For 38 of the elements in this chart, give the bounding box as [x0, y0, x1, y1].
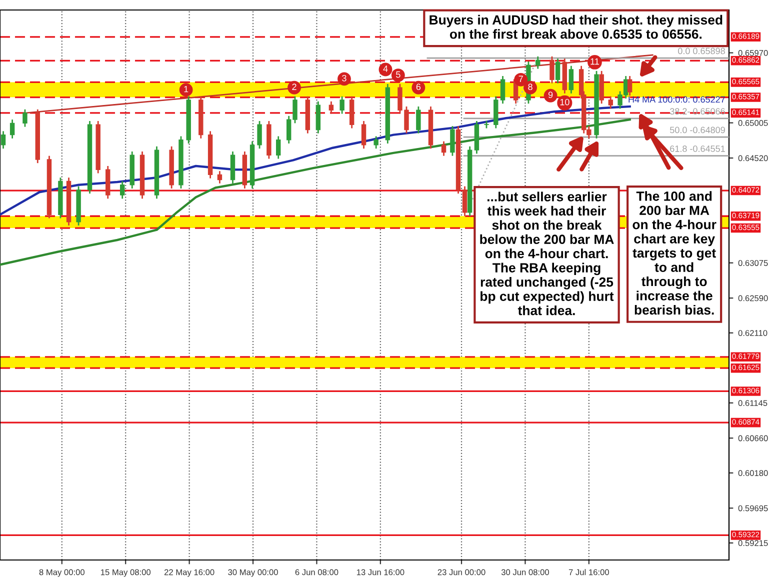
series-label: 61.8 -0.64551 — [670, 146, 725, 152]
y-tick-label: 0.65970 — [738, 50, 768, 56]
annotation: 11 — [590, 58, 599, 65]
y-tick-label: 0.61145 — [738, 400, 768, 406]
x-tick-label: 23 Jun 00:00 — [438, 569, 486, 576]
annotation: 10 — [560, 98, 570, 106]
text: The 100 and 200 bar MA on the 4-hour chart are key targets to get to and through to increase the bearish bias. — [632, 191, 716, 315]
series-label: H4 MA 100:0:0: 0.65227 — [628, 96, 725, 103]
x-tick-label: 30 Jun 08:00 — [501, 569, 549, 576]
y-tick-label: 0.59215 — [738, 540, 768, 546]
annotation: 4 — [383, 66, 388, 72]
annotation: 3 — [342, 74, 346, 82]
y-tick-label: 0.64520 — [738, 155, 768, 162]
x-tick-label: 6 Jun 08:00 — [295, 569, 338, 576]
series-label: 50.0 -0.64809 — [670, 126, 725, 134]
text: ...but sellers earlier this week had their shot on the break below the 200 bar MA on the 4-hour chart. The RBA keeping rated unchanged (-25 bp cut expected) hurt that idea. — [480, 192, 614, 316]
y-tick-label: 0.65005 — [738, 120, 768, 126]
annotation: 7 — [518, 76, 523, 82]
annotation: 9 — [548, 92, 553, 98]
annotation: 2 — [292, 84, 296, 90]
annotation: 5 — [396, 71, 400, 78]
x-tick-label: 15 May 08:00 — [100, 569, 151, 577]
series-label: 0.0 0.65898 — [678, 48, 725, 54]
y-tick-label: 0.60180 — [738, 470, 768, 476]
y-tick-label: 0.59695 — [738, 505, 768, 512]
annotation: 1 — [184, 86, 188, 92]
x-tick-label: 7 Jul 16:00 — [568, 569, 609, 576]
y-tick-label: 0.62590 — [738, 295, 768, 302]
x-tick-label: 8 May 00:00 — [39, 569, 85, 577]
x-tick-label: 13 Jun 16:00 — [356, 569, 404, 576]
y-tick-label: 0.63075 — [738, 260, 768, 266]
y-tick-label: 0.62110 — [738, 330, 768, 336]
annotation: 8 — [528, 84, 532, 90]
annotation: Buyers in AUDUSD had their shot. they missed on the first break above 0.6535 to 06556. — [430, 14, 722, 39]
y-tick-label: 0.60660 — [738, 435, 768, 442]
annotation: 6 — [416, 84, 421, 90]
x-tick-label: 30 May 00:00 — [228, 569, 278, 577]
x-tick-label: 22 May 16:00 — [164, 569, 214, 577]
